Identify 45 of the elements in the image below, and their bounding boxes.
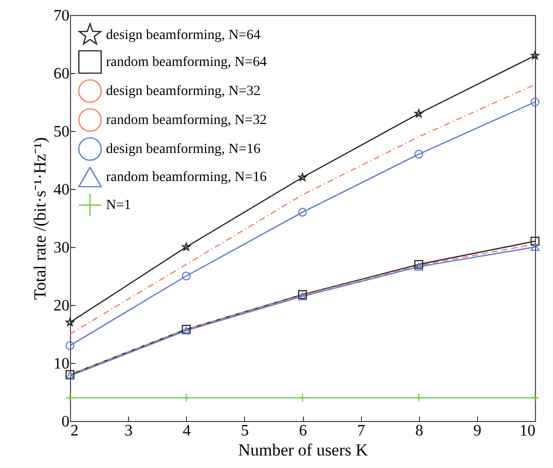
point (530, 243, 540, 251)
legend-label: random beamforming, N=32 (106, 113, 267, 128)
x-tick-label: 3 (124, 422, 133, 440)
point (182, 272, 191, 280)
point (530, 98, 540, 106)
point (298, 393, 307, 402)
legend-label: design beamforming, N=16 (106, 142, 260, 157)
y-tick-label: 50 (54, 124, 70, 140)
point (530, 51, 540, 60)
point (298, 208, 307, 217)
x-tick-label: 8 (415, 422, 424, 440)
legend-label: random beamforming, N=64 (106, 55, 267, 70)
x-tick-label: 2 (70, 422, 78, 440)
point (530, 236, 540, 246)
y-tick-label: 10 (54, 356, 70, 372)
point (414, 150, 424, 159)
y-axis-title: Total rate /(bit·s⁻¹·Hz⁻¹) (30, 137, 50, 300)
x-tick-label: 7 (357, 422, 366, 440)
point (182, 242, 190, 251)
point (414, 260, 424, 269)
legend-label: random beamforming, N=16 (106, 170, 267, 185)
point (298, 172, 307, 182)
y-tick-label: 40 (54, 182, 70, 198)
y-tick-label: 70 (54, 8, 70, 24)
x-tick-label: 10 (520, 422, 536, 440)
y-tick-label: 60 (54, 66, 70, 82)
x-tick-label: 9 (473, 422, 482, 440)
legend-label: design beamforming, N=64 (106, 28, 260, 43)
x-tick-label: 5 (240, 422, 249, 440)
y-tick-label: 20 (54, 298, 70, 314)
x-axis-title: Number of users K (238, 440, 369, 460)
point (530, 393, 540, 402)
legend-label: N=1 (106, 198, 132, 213)
point (66, 341, 74, 350)
point (414, 262, 424, 271)
point (182, 393, 191, 402)
point (414, 393, 424, 402)
y-tick-label: 30 (54, 240, 70, 256)
point (66, 393, 74, 402)
legend-label: design beamforming, N=32 (106, 84, 260, 99)
y-tick-label: 0 (62, 414, 70, 430)
point (66, 318, 74, 326)
x-tick-label: 6 (299, 422, 307, 440)
point (414, 109, 423, 118)
x-tick-label: 4 (182, 422, 191, 440)
